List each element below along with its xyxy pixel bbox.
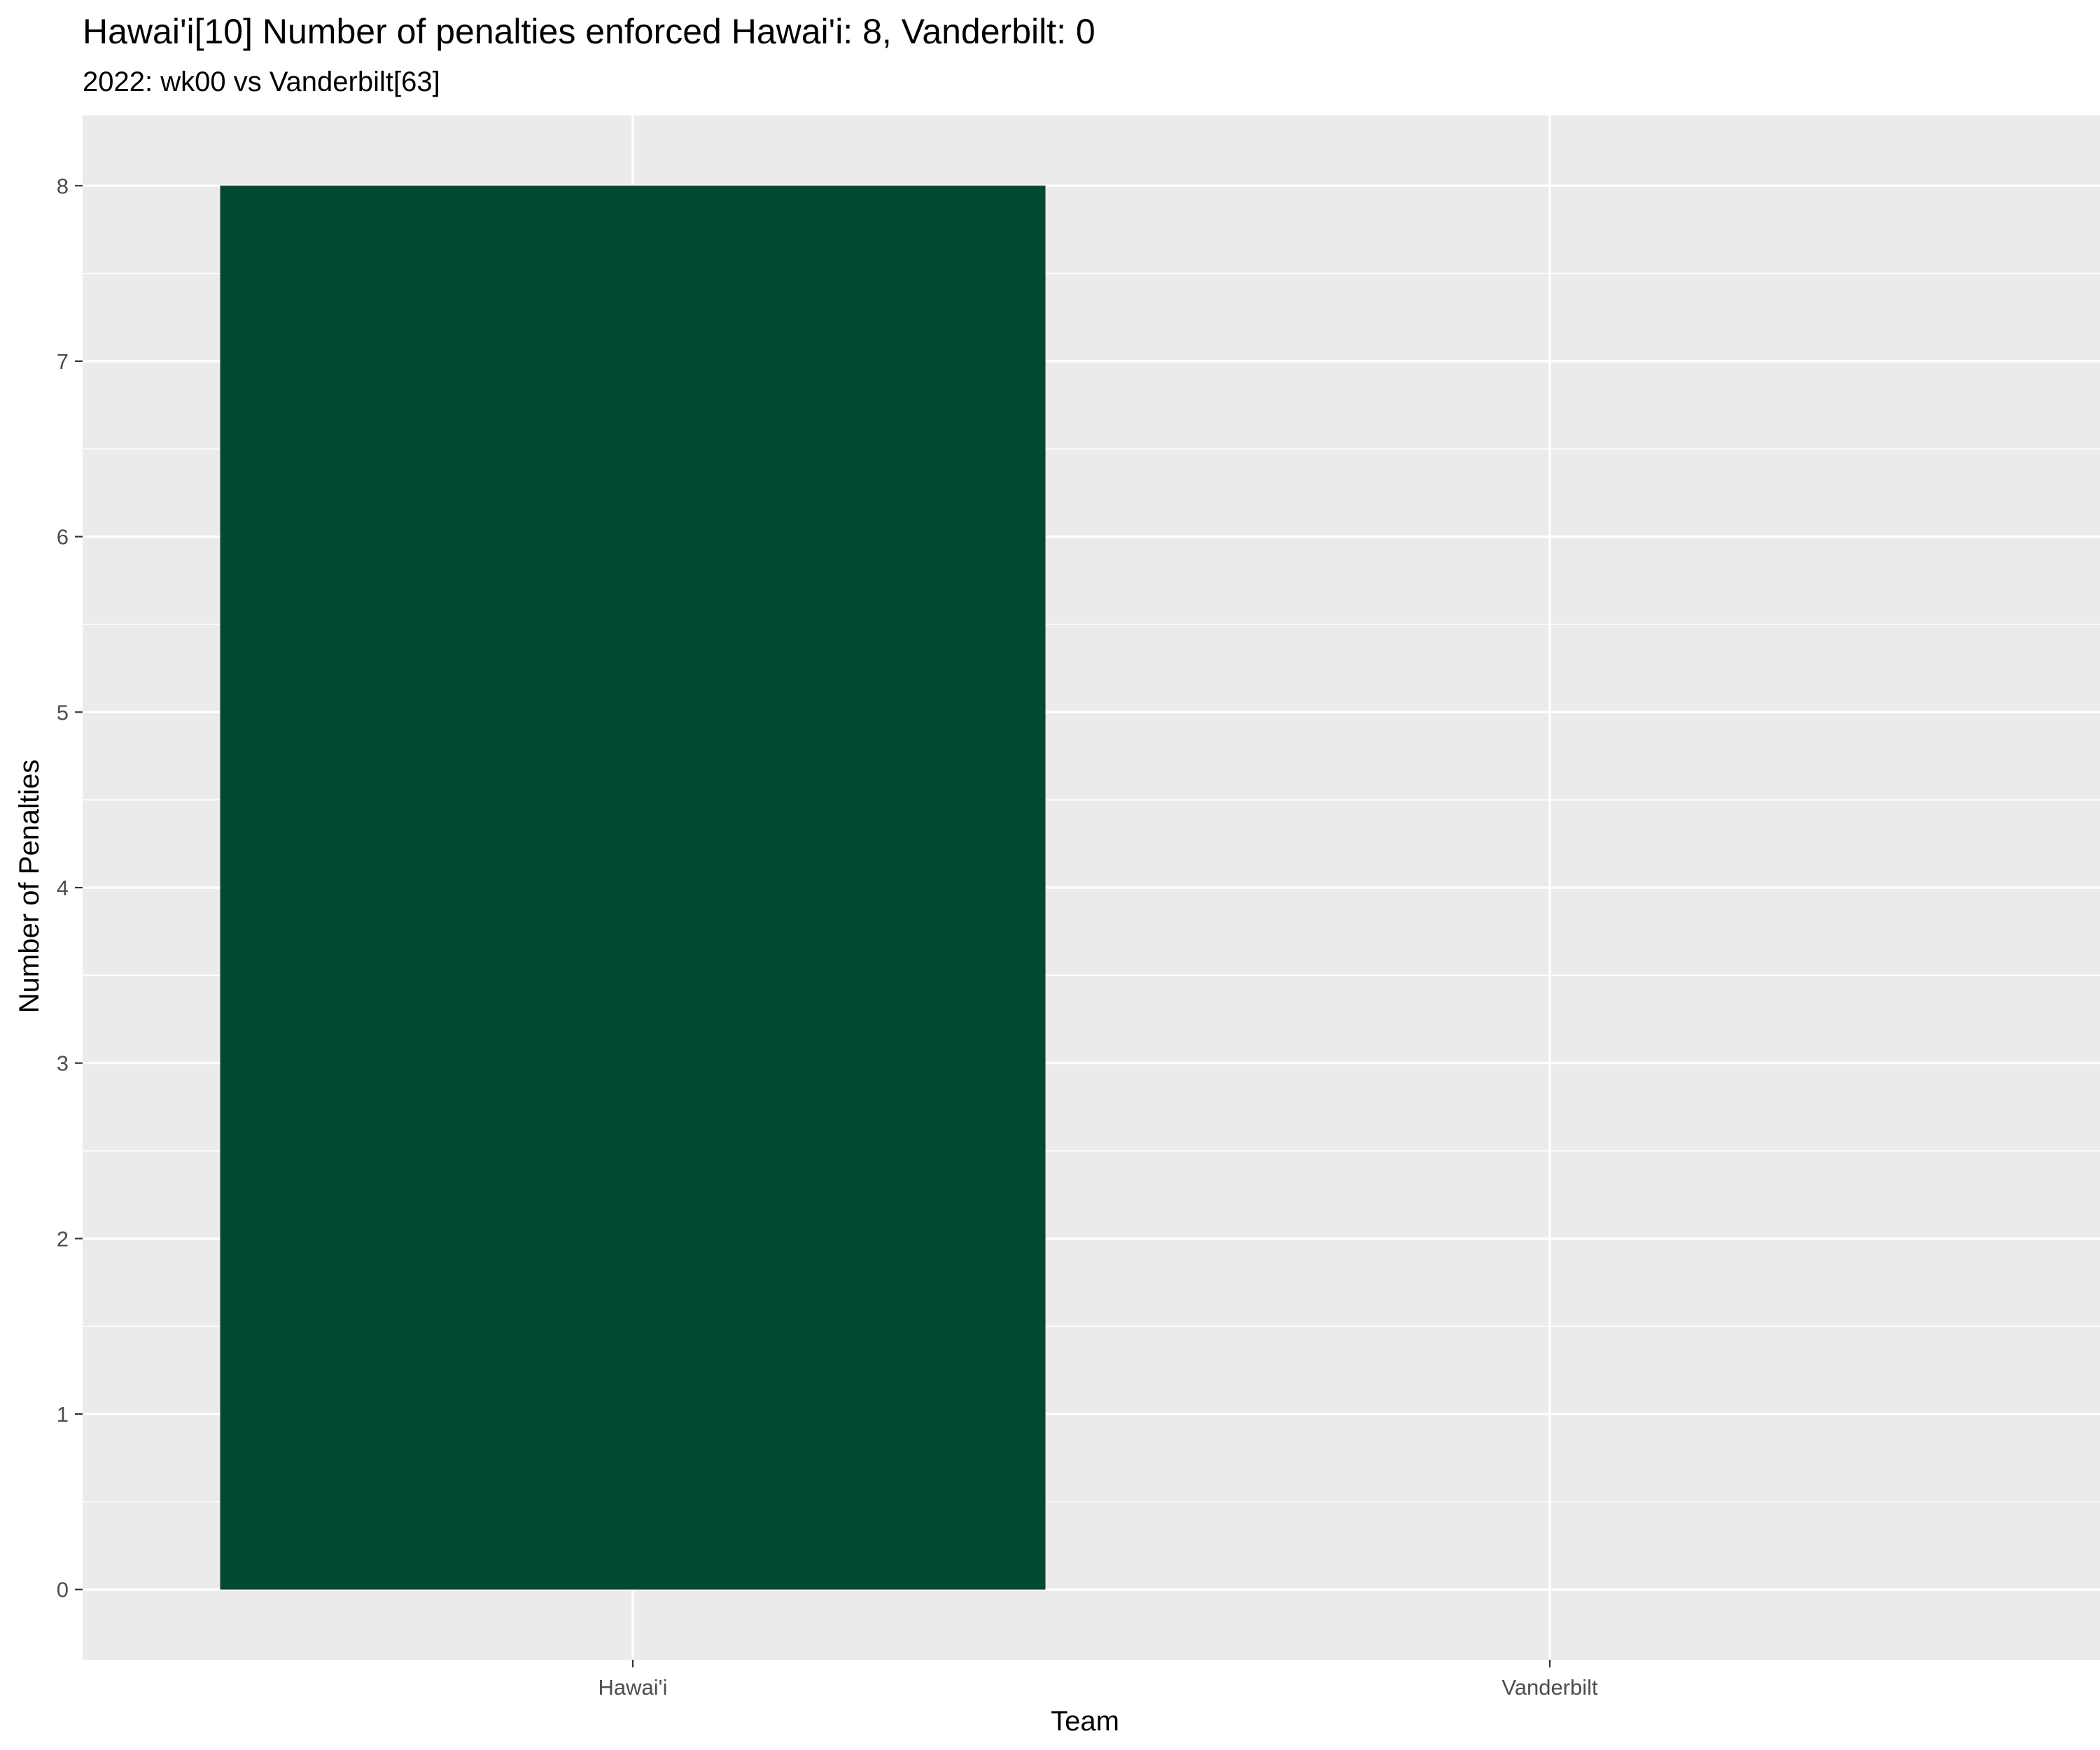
y-tick-label: 1 xyxy=(57,1402,69,1427)
y-tick-label: 3 xyxy=(57,1051,69,1076)
y-tick-label: 5 xyxy=(57,700,69,724)
bar-hawai-i xyxy=(220,186,1046,1590)
chart-title: Hawai'i[10] Number of penalties enforced… xyxy=(83,12,1096,51)
bars xyxy=(220,186,1046,1590)
x-axis-title: Team xyxy=(1051,1706,1119,1737)
y-tick-label: 6 xyxy=(57,525,69,550)
y-tick-label: 2 xyxy=(57,1226,69,1251)
x-tick-label: Vanderbilt xyxy=(1502,1675,1598,1700)
x-tick-label: Hawai'i xyxy=(598,1675,668,1700)
y-tick-label: 0 xyxy=(57,1578,69,1602)
y-tick-label: 4 xyxy=(57,876,69,900)
axes: 0 1 2 3 4 5 6 7 8 Hawai'i Vanderbilt xyxy=(57,174,1598,1700)
y-tick-label: 8 xyxy=(57,174,69,198)
y-axis-title: Number of Penalties xyxy=(14,760,45,1013)
y-tick-label: 7 xyxy=(57,349,69,374)
chart-subtitle: 2022: wk00 vs Vanderbilt[63] xyxy=(83,66,440,97)
